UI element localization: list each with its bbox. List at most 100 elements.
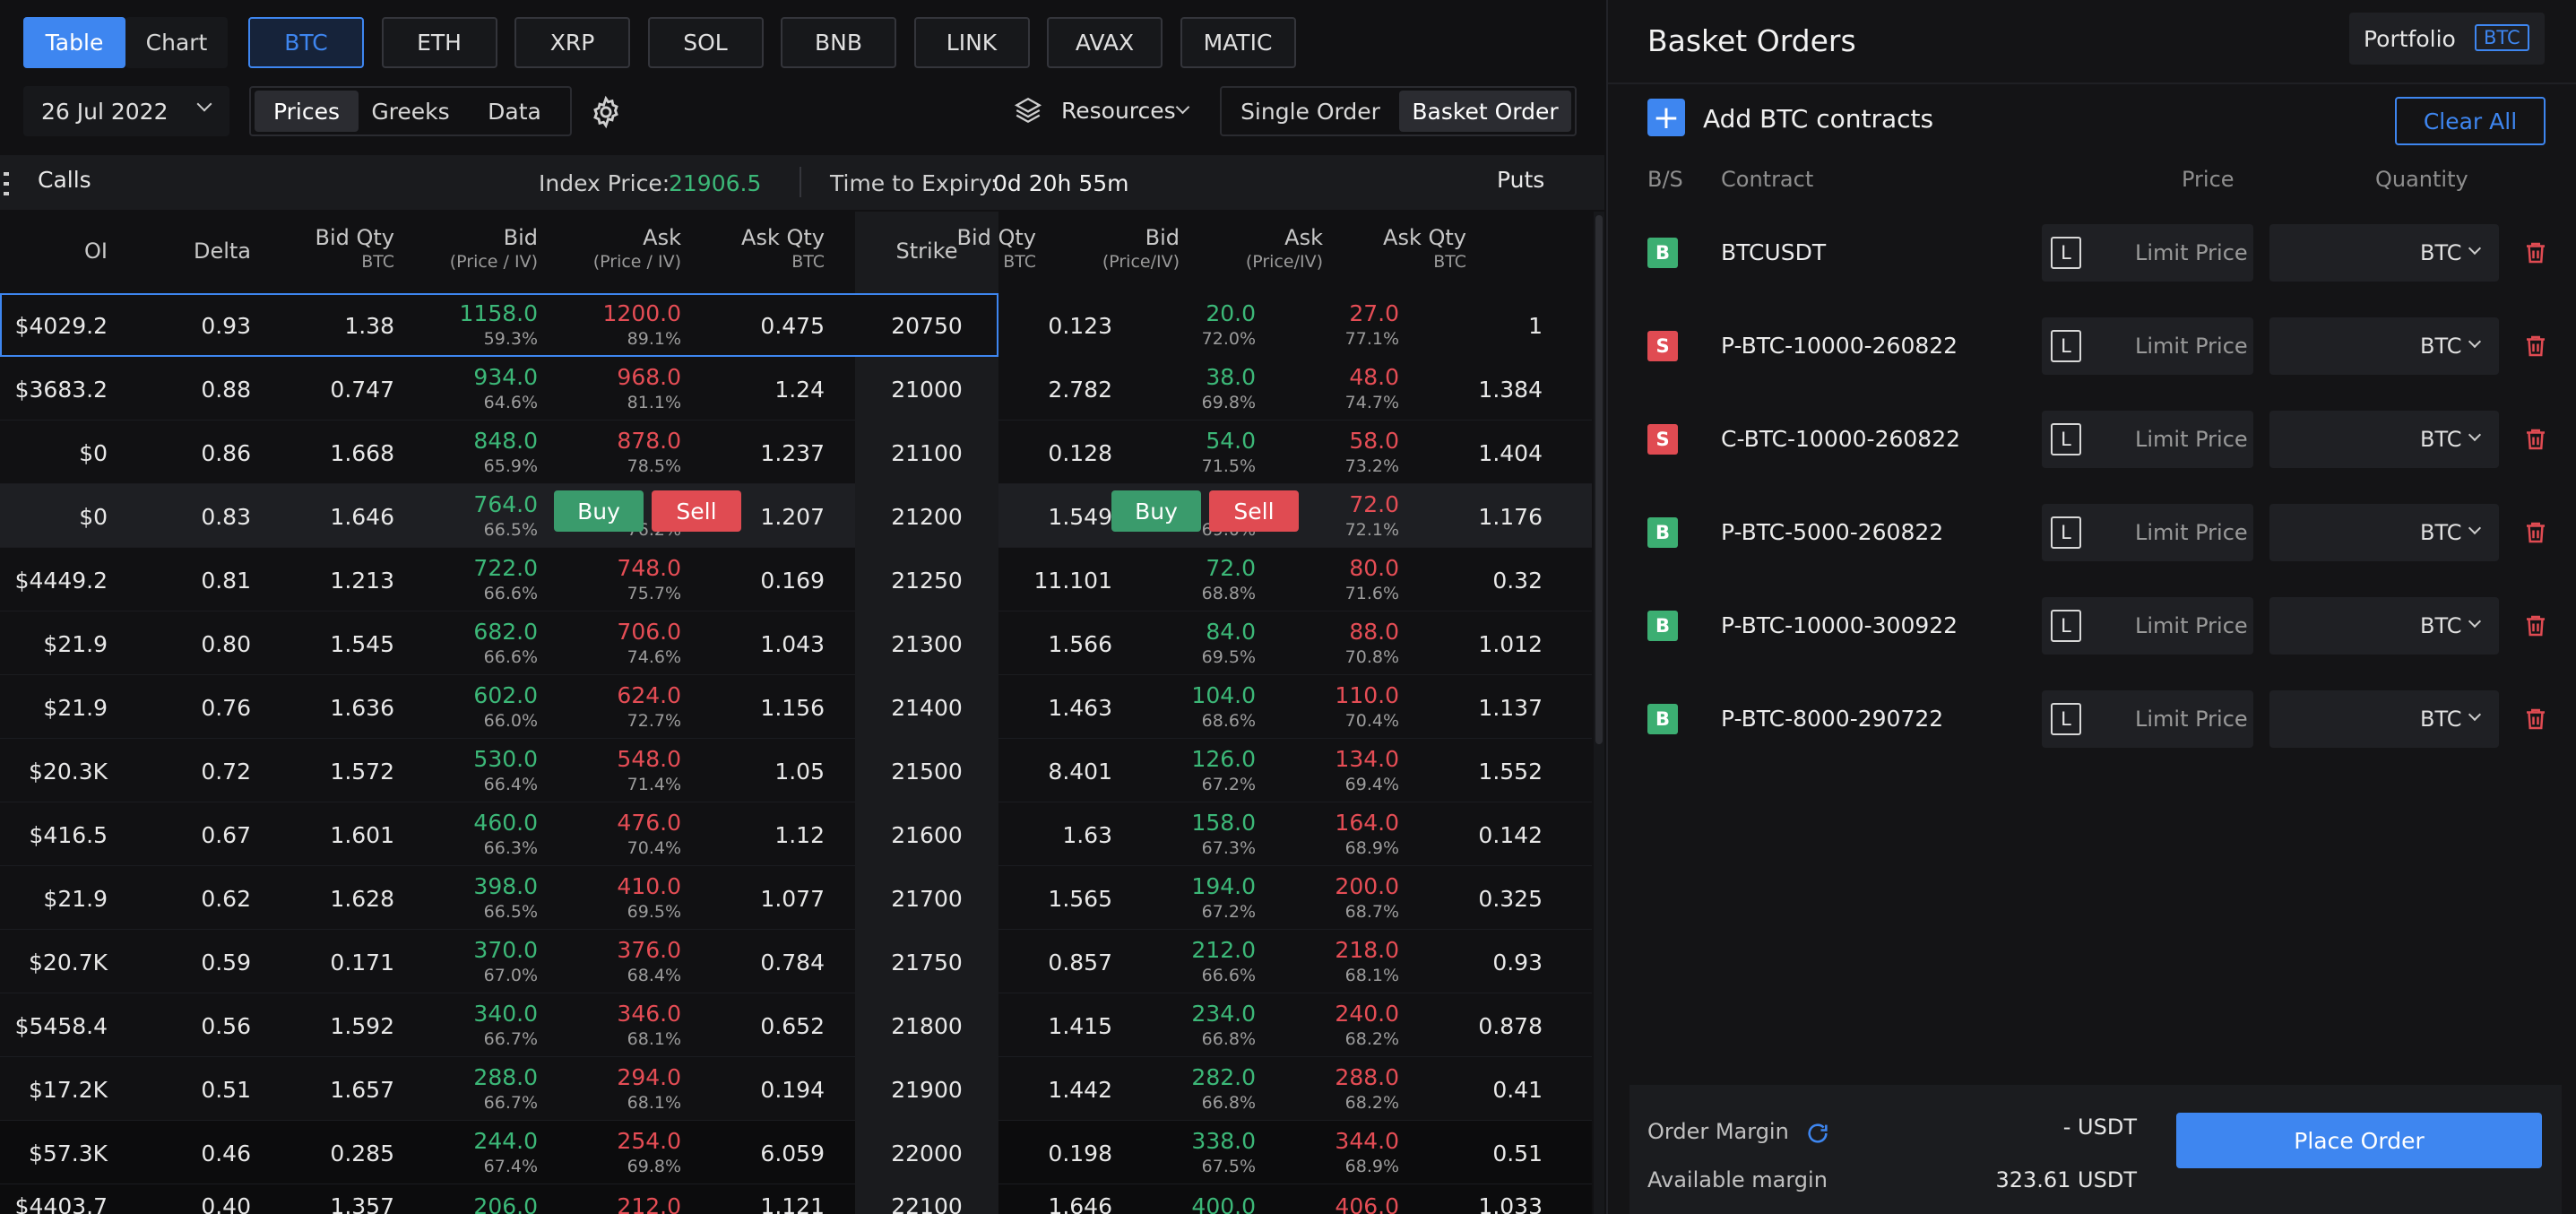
table-row[interactable] — [0, 1121, 1592, 1184]
table-row[interactable] — [0, 421, 1592, 484]
cell-iv: 69.5% — [1201, 647, 1256, 667]
cell-pask: 406.0 — [1335, 1193, 1399, 1214]
chart-view-button[interactable]: Chart — [125, 17, 228, 68]
tab-data[interactable]: Data — [488, 98, 541, 125]
asset-tab-eth[interactable]: ETH — [381, 17, 497, 68]
asset-tab-bnb[interactable]: BNB — [781, 17, 896, 68]
limit-type-tag[interactable]: L — [2051, 423, 2081, 455]
put-sell-button[interactable]: Sell — [1209, 490, 1299, 532]
asset-tab-btc[interactable]: BTC — [248, 17, 364, 68]
asset-tab-matic[interactable]: MATIC — [1180, 17, 1296, 68]
cell-pbid: 38.0 — [1206, 364, 1256, 390]
limit-price-input[interactable]: L Limit Price — [2042, 224, 2253, 282]
header-call-bid-qty: Bid Qty BTC — [315, 225, 395, 272]
quantity-input[interactable]: BTC — [2269, 597, 2499, 655]
side-badge[interactable]: S — [1647, 331, 1678, 361]
limit-price-input[interactable]: L Limit Price — [2042, 597, 2253, 655]
trash-icon[interactable] — [2522, 705, 2549, 733]
cell-iv: 67.0% — [483, 966, 538, 985]
header-put-bid-qty: Bid Qty BTC — [956, 225, 1037, 272]
table-row[interactable] — [0, 1057, 1592, 1121]
chevron-down-icon[interactable] — [2468, 521, 2482, 535]
cell-pask: 164.0 — [1335, 810, 1399, 836]
cell-cbq: 0.747 — [330, 377, 394, 403]
quantity-input[interactable]: BTC — [2269, 504, 2499, 561]
cell-iv: 68.9% — [1344, 838, 1399, 858]
trash-icon[interactable] — [2522, 238, 2549, 267]
gear-icon[interactable] — [589, 95, 623, 129]
limit-type-tag[interactable]: L — [2051, 703, 2081, 735]
limit-price-input[interactable]: L Limit Price — [2042, 411, 2253, 468]
side-badge[interactable]: B — [1647, 611, 1678, 641]
chevron-down-icon[interactable] — [2468, 428, 2482, 442]
cell-cbq: 1.628 — [330, 886, 394, 912]
side-badge[interactable]: B — [1647, 238, 1678, 268]
table-row[interactable] — [0, 866, 1592, 930]
single-order-tab[interactable]: Single Order — [1240, 98, 1380, 125]
cell-cbq: 0.285 — [330, 1140, 394, 1166]
call-sell-button[interactable]: Sell — [652, 490, 741, 532]
quantity-input[interactable]: BTC — [2269, 224, 2499, 282]
cell-pbid: 126.0 — [1191, 746, 1256, 772]
chevron-down-icon[interactable] — [2468, 614, 2482, 629]
table-row[interactable] — [0, 357, 1592, 421]
asset-tab-xrp[interactable]: XRP — [514, 17, 630, 68]
cell-cask: 212.0 — [617, 1193, 681, 1214]
side-badge[interactable]: B — [1647, 704, 1678, 734]
chevron-down-icon[interactable] — [2468, 707, 2482, 722]
quantity-input[interactable]: BTC — [2269, 690, 2499, 748]
tab-prices[interactable]: Prices — [255, 91, 359, 132]
clear-all-button[interactable]: Clear All — [2395, 97, 2546, 145]
cell-cask: 548.0 — [617, 746, 681, 772]
asset-tab-link[interactable]: LINK — [913, 17, 1030, 68]
limit-price-input[interactable]: L Limit Price — [2042, 504, 2253, 561]
table-row[interactable] — [0, 548, 1592, 611]
cell-oi: $21.9 — [43, 695, 108, 721]
asset-tab-avax[interactable]: AVAX — [1047, 17, 1163, 68]
table-row[interactable] — [0, 930, 1592, 993]
resources-menu[interactable]: Resources — [1013, 90, 1192, 133]
portfolio-button[interactable]: Portfolio BTC — [2349, 13, 2545, 65]
trash-icon[interactable] — [2522, 425, 2549, 454]
chevron-down-icon[interactable] — [2468, 241, 2482, 256]
place-order-button[interactable]: Place Order — [2176, 1113, 2542, 1168]
drag-handle-icon[interactable] — [4, 172, 9, 197]
side-badge[interactable]: B — [1647, 517, 1678, 548]
basket-order-tab[interactable]: Basket Order — [1399, 91, 1571, 132]
table-row[interactable] — [0, 739, 1592, 802]
scrollbar-thumb[interactable] — [1595, 215, 1603, 744]
table-row[interactable] — [0, 1184, 1592, 1214]
trash-icon[interactable] — [2522, 332, 2549, 360]
quantity-input[interactable]: BTC — [2269, 411, 2499, 468]
cell-pbq: 1.442 — [1048, 1077, 1112, 1103]
contract-name: P-BTC-5000-260822 — [1721, 519, 1944, 545]
limit-price-input[interactable]: L Limit Price — [2042, 690, 2253, 748]
quantity-input[interactable]: BTC — [2269, 317, 2499, 375]
limit-type-tag[interactable]: L — [2051, 516, 2081, 549]
table-row[interactable] — [0, 484, 1592, 548]
trash-icon[interactable] — [2522, 518, 2549, 547]
put-buy-button[interactable]: Buy — [1111, 490, 1201, 532]
table-row[interactable] — [0, 675, 1592, 739]
limit-price-input[interactable]: L Limit Price — [2042, 317, 2253, 375]
table-row[interactable] — [0, 802, 1592, 866]
asset-tab-sol[interactable]: SOL — [647, 17, 764, 68]
expiry-date-select[interactable]: 26 Jul 2022 — [23, 86, 229, 136]
limit-type-tag[interactable]: L — [2051, 237, 2081, 269]
side-badge[interactable]: S — [1647, 424, 1678, 455]
cell-pask: 344.0 — [1335, 1128, 1399, 1154]
table-row[interactable] — [0, 993, 1592, 1057]
cell-caq: 1.043 — [760, 631, 825, 657]
refresh-icon[interactable] — [1805, 1121, 1830, 1146]
table-view-button[interactable]: Table — [23, 17, 125, 68]
strike-cell — [855, 930, 998, 993]
call-buy-button[interactable]: Buy — [554, 490, 644, 532]
table-row[interactable] — [0, 611, 1592, 675]
add-contracts-button[interactable]: + Add BTC contracts — [1647, 99, 1943, 138]
trash-icon[interactable] — [2522, 611, 2549, 640]
chevron-down-icon[interactable] — [2468, 334, 2482, 349]
limit-type-tag[interactable]: L — [2051, 610, 2081, 642]
limit-type-tag[interactable]: L — [2051, 330, 2081, 362]
cell-cbq: 1.545 — [330, 631, 394, 657]
tab-greeks[interactable]: Greeks — [371, 98, 450, 125]
